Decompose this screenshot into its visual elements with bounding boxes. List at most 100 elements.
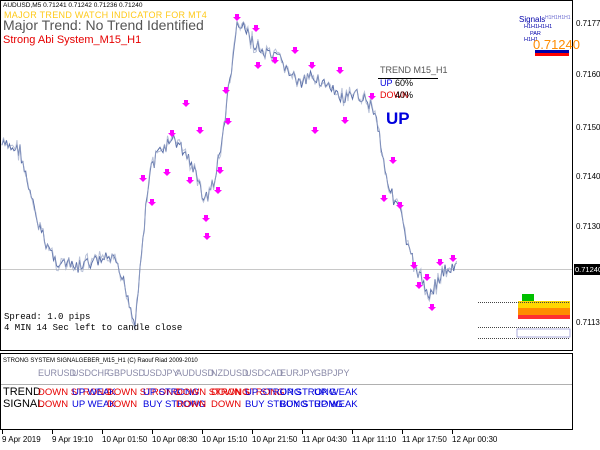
trend-cell-audusd: DOWN STRONG: [176, 387, 250, 398]
time-label-5: 10 Apr 21:50: [252, 435, 298, 444]
signal-arrow-icon: [410, 262, 418, 269]
signals-faint-right: H1H1H1H1: [545, 15, 571, 21]
signal-arrow-icon: [148, 199, 156, 206]
symbol-info: AUDUSD,M5 0.71241 0.71242 0.71236 0.7124…: [3, 2, 143, 9]
signal-cell-eurusd: DOWN: [38, 399, 69, 410]
trend-cell-usdjpy: UP STRONG: [143, 387, 200, 398]
indicator-block-yellow: [518, 301, 570, 308]
pair-header-gbpjpy: GBPJPY: [314, 368, 350, 378]
signal-arrow-icon: [389, 157, 397, 164]
level-label-box: [516, 328, 571, 338]
time-label-1: 9 Apr 19:10: [52, 435, 93, 444]
signals-line-4: H1H1: [524, 37, 539, 43]
main-chart-frame: [0, 0, 573, 351]
signal-cell-usdchf: UP WEAK: [72, 399, 116, 410]
signal-cell-usdcad: BUY STRONG: [245, 399, 308, 410]
pair-header-gbpusd: GBPUSD: [107, 368, 146, 378]
signal-arrow-icon: [252, 25, 260, 32]
signal-arrow-icon: [341, 117, 349, 124]
trend-direction: UP: [386, 109, 410, 128]
time-label-9: 12 Apr 00:30: [452, 435, 498, 444]
signal-cell-gbpjpy: UP WEAK: [314, 399, 358, 410]
time-label-4: 10 Apr 15:10: [202, 435, 248, 444]
signal-arrow-icon: [203, 233, 211, 240]
signal-arrow-icon: [254, 62, 262, 69]
sub-window-frame: [0, 353, 573, 430]
spread-text: Spread: 1.0 pips: [4, 312, 91, 322]
time-label-7: 11 Apr 11:10: [352, 435, 397, 444]
pair-header-nzdusd: NZDUSD: [211, 368, 249, 378]
signal-arrow-icon: [449, 255, 457, 262]
indicator-block-red: [518, 315, 570, 319]
signal-arrow-icon: [423, 274, 431, 281]
signals-line-3: PAR: [530, 31, 541, 37]
signal-arrows: [139, 14, 457, 311]
candle-timer-text: 4 MIN 14 Sec left to candle close: [4, 323, 183, 333]
signal-arrow-icon: [182, 100, 190, 107]
signal-cell-eurjpy: BUY STRONG: [280, 399, 343, 410]
signal-arrow-icon: [308, 62, 316, 69]
pair-header-usdcad: USDCAD: [245, 368, 284, 378]
signal-cell-audusd: DOWN: [176, 399, 207, 410]
trend-cell-usdcad: UP STRONG: [245, 387, 302, 398]
trend-cell-gbpusd: DOWN STRONG: [107, 387, 181, 398]
pair-header-eurjpy: EURJPY: [280, 368, 316, 378]
signal-arrow-icon: [196, 127, 204, 134]
time-label-0: 9 Apr 2019: [2, 435, 41, 444]
sub-window-title: STRONG SYSTEM SIGNALGEBER_M15_H1 (C) Rao…: [3, 358, 198, 364]
signal-arrow-icon: [139, 175, 147, 182]
pair-header-eurusd: EURUSD: [38, 368, 77, 378]
trend-down-label: DOWN: [380, 90, 409, 100]
time-label-3: 10 Apr 08:30: [152, 435, 198, 444]
time-label-6: 11 Apr 04:30: [302, 435, 347, 444]
signals-bar-blue: [535, 50, 569, 53]
indicator-block-orange: [518, 308, 570, 315]
signal-cell-usdjpy: BUY STRONG: [143, 399, 206, 410]
trend-up-label: UP: [380, 78, 393, 88]
current-price-tag: 0.71240: [574, 264, 600, 275]
signal-arrow-icon: [214, 187, 222, 194]
overlay-scribble-text: MAJOR TREND WATCH INDICATOR FOR MT4: [4, 10, 207, 20]
trend-cell-eurusd: DOWN STRONG: [38, 387, 112, 398]
signals-title: Signals: [519, 15, 546, 24]
trend-up-value: 60%: [395, 78, 414, 88]
signal-cell-nzdusd: DOWN: [211, 399, 242, 410]
signal-arrow-icon: [311, 127, 319, 134]
signal-arrow-icon: [368, 93, 376, 100]
system-title: Strong Abi System_M15_H1: [3, 34, 142, 46]
signal-arrow-icon: [216, 167, 224, 174]
signal-arrow-icon: [163, 169, 171, 176]
trend-down-value: 40%: [395, 90, 414, 100]
pair-header-audusd: AUDUSD: [176, 368, 215, 378]
signal-arrow-icon: [336, 67, 344, 74]
pair-header-usdjpy: USDJPY: [143, 368, 179, 378]
signal-arrow-icon: [224, 118, 232, 125]
signals-price-big: 0.71240: [533, 37, 580, 52]
time-label-8: 11 Apr 17:50: [402, 435, 447, 444]
indicator-block-green: [522, 294, 534, 301]
trend-cell-nzdusd: DOWN STRONG: [211, 387, 285, 398]
signal-arrow-icon: [291, 47, 299, 54]
signal-arrow-icon: [415, 282, 423, 289]
signal-arrow-icon: [428, 304, 436, 311]
signal-arrow-icon: [380, 195, 388, 202]
trend-cell-usdchf: UP WEAK: [72, 387, 116, 398]
signal-cell-gbpusd: DOWN: [107, 399, 138, 410]
trend-cell-gbpjpy: UP WEAK: [314, 387, 358, 398]
signal-arrow-icon: [233, 14, 241, 21]
signal-arrow-icon: [271, 57, 279, 64]
trend-box-title: TREND M15_H1: [380, 65, 448, 75]
signal-arrow-icon: [186, 177, 194, 184]
price-high-low-shadow: [1, 20, 458, 331]
signals-line-2: H1H1H1H1: [524, 24, 553, 30]
row-label-signal: SIGNAL: [3, 398, 44, 410]
signal-arrow-icon: [168, 130, 176, 137]
